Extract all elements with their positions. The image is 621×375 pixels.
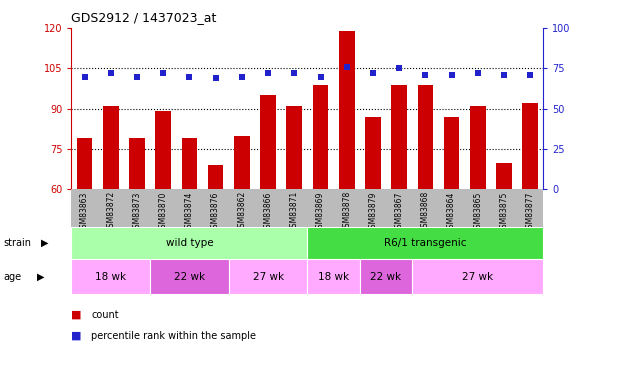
Text: GDS2912 / 1437023_at: GDS2912 / 1437023_at [71, 11, 217, 24]
Text: 27 wk: 27 wk [462, 272, 494, 282]
Text: GSM83874: GSM83874 [185, 191, 194, 232]
Text: GSM83873: GSM83873 [132, 191, 142, 232]
Text: ■: ■ [71, 331, 86, 340]
Bar [307, 259, 360, 294]
Text: GSM83877: GSM83877 [526, 191, 535, 232]
Bar [150, 259, 229, 294]
Point [184, 74, 194, 80]
Bar [391, 85, 407, 189]
Text: GSM83879: GSM83879 [368, 191, 378, 232]
Bar [129, 138, 145, 189]
Bar [229, 259, 307, 294]
Bar [181, 138, 197, 189]
Bar [412, 259, 543, 294]
Text: ▶: ▶ [41, 238, 48, 248]
Point [368, 70, 378, 76]
Point [473, 70, 483, 76]
Bar [417, 85, 433, 189]
Text: GSM83869: GSM83869 [316, 191, 325, 232]
Text: GSM83870: GSM83870 [159, 191, 168, 232]
Bar [339, 31, 355, 189]
Bar [444, 117, 460, 189]
Point [342, 64, 351, 70]
Text: GSM83865: GSM83865 [473, 191, 483, 232]
Text: GSM83872: GSM83872 [106, 191, 116, 232]
Text: GSM83867: GSM83867 [395, 191, 404, 232]
Text: percentile rank within the sample: percentile rank within the sample [91, 331, 256, 340]
Point [289, 70, 299, 76]
Bar [286, 106, 302, 189]
Bar [71, 259, 150, 294]
Text: GSM83875: GSM83875 [499, 191, 509, 232]
Text: ■: ■ [71, 310, 86, 320]
Bar [155, 111, 171, 189]
Text: 18 wk: 18 wk [95, 272, 126, 282]
Bar [470, 106, 486, 189]
Point [158, 70, 168, 76]
Text: GSM83868: GSM83868 [421, 191, 430, 232]
Point [211, 75, 220, 81]
Point [446, 72, 456, 78]
Text: 18 wk: 18 wk [318, 272, 349, 282]
Bar [365, 117, 381, 189]
Bar [307, 227, 543, 259]
Bar [496, 162, 512, 189]
Bar [103, 106, 119, 189]
Point [106, 70, 116, 76]
Text: 27 wk: 27 wk [253, 272, 284, 282]
Text: R6/1 transgenic: R6/1 transgenic [384, 238, 466, 248]
Point [525, 72, 535, 78]
Text: wild type: wild type [166, 238, 213, 248]
Point [394, 65, 404, 71]
Bar [522, 104, 538, 189]
Bar [71, 227, 307, 259]
Text: count: count [91, 310, 119, 320]
Text: ▶: ▶ [37, 272, 44, 282]
Bar [234, 136, 250, 189]
Bar [208, 165, 224, 189]
Text: GSM83862: GSM83862 [237, 191, 247, 232]
Point [315, 74, 325, 80]
Bar [76, 138, 93, 189]
Bar [260, 95, 276, 189]
Text: GSM83864: GSM83864 [447, 191, 456, 232]
Bar [360, 259, 412, 294]
Point [263, 70, 273, 76]
Text: GSM83876: GSM83876 [211, 191, 220, 232]
Text: GSM83866: GSM83866 [263, 191, 273, 232]
Text: GSM83878: GSM83878 [342, 191, 351, 232]
Text: GSM83871: GSM83871 [290, 191, 299, 232]
Point [420, 72, 430, 78]
Point [499, 72, 509, 78]
Point [79, 74, 89, 80]
Text: age: age [3, 272, 21, 282]
Text: strain: strain [3, 238, 31, 248]
Point [132, 74, 142, 80]
Text: GSM83863: GSM83863 [80, 191, 89, 232]
Point [237, 74, 247, 80]
Bar [312, 85, 329, 189]
Text: 22 wk: 22 wk [371, 272, 402, 282]
Text: 22 wk: 22 wk [174, 272, 205, 282]
